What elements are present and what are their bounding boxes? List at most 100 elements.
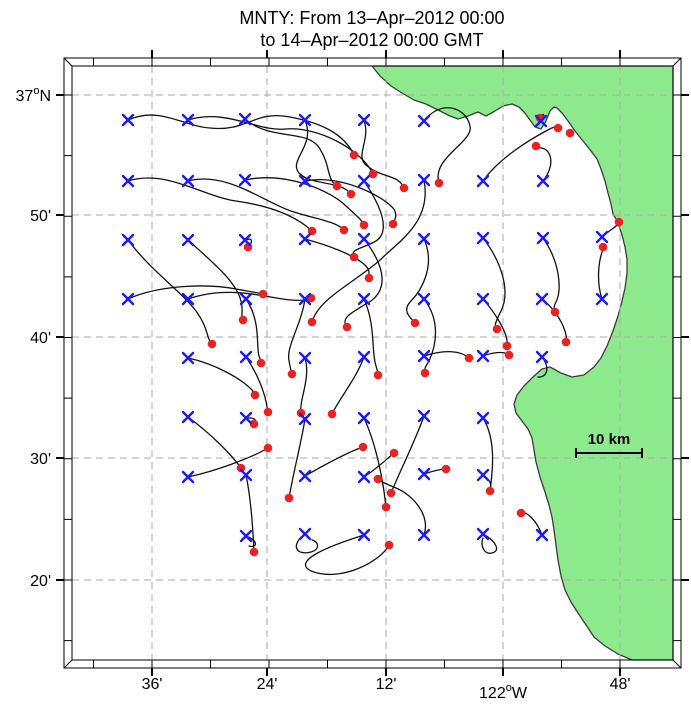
trajectory-path bbox=[187, 447, 269, 478]
drifter-end-marker bbox=[358, 442, 368, 452]
drifter-end-marker bbox=[346, 189, 356, 199]
trajectory-path bbox=[127, 239, 213, 345]
drifter-end-marker bbox=[256, 358, 266, 368]
drifter-end-marker bbox=[263, 407, 273, 417]
drifter-start-marker bbox=[357, 292, 371, 306]
drifter-start-marker bbox=[476, 527, 490, 541]
drifter-end-marker bbox=[284, 493, 294, 503]
y-tick-label-40': 40' bbox=[30, 330, 51, 347]
frame-corner-chamfer bbox=[672, 57, 682, 67]
drifter-end-marker bbox=[388, 219, 398, 229]
x-tick-label-24': 24' bbox=[257, 676, 278, 693]
trajectory-path bbox=[127, 177, 313, 232]
plot-title-line2: to 14–Apr–2012 00:00 GMT bbox=[260, 30, 483, 50]
drifter-end-marker bbox=[553, 123, 563, 133]
drifter-end-marker bbox=[339, 225, 349, 235]
drifter-start-marker bbox=[238, 233, 252, 247]
drifter-start-marker bbox=[181, 292, 195, 306]
drifter-start-marker bbox=[476, 411, 490, 425]
trajectory-path bbox=[304, 446, 364, 477]
drifter-start-marker bbox=[357, 113, 371, 127]
trajectory-path bbox=[390, 415, 425, 494]
land-layer bbox=[371, 65, 674, 661]
drifter-end-marker bbox=[287, 369, 297, 379]
drifter-start-marker bbox=[238, 112, 252, 126]
drifter-end-marker bbox=[249, 419, 259, 429]
scale-bar: 10 km bbox=[575, 431, 643, 458]
plot-title-line1: MNTY: From 13–Apr–2012 00:00 bbox=[239, 8, 504, 28]
drifter-start-marker bbox=[535, 528, 549, 542]
frame-corner-chamfer bbox=[63, 57, 73, 67]
drifter-start-marker bbox=[121, 174, 135, 188]
plot-frame-outer bbox=[63, 57, 682, 669]
drifter-start-marker bbox=[181, 410, 195, 424]
drifter-end-marker bbox=[434, 178, 444, 188]
drifter-start-marker bbox=[181, 174, 195, 188]
land-polygon bbox=[371, 65, 674, 661]
drifter-start-marker bbox=[121, 113, 135, 127]
y-tick-label-20': 20' bbox=[30, 573, 51, 590]
trajectory-path bbox=[361, 119, 405, 189]
trajectory-path bbox=[597, 246, 604, 300]
drifter-start-marker bbox=[417, 232, 431, 246]
drifter-start-marker bbox=[417, 528, 431, 542]
trajectory-path bbox=[288, 418, 306, 499]
trajectory-path bbox=[245, 356, 269, 413]
drifter-end-marker bbox=[207, 339, 217, 349]
trajectory-path bbox=[187, 115, 374, 175]
drifter-end-marker bbox=[485, 486, 495, 496]
drifter-start-marker bbox=[417, 114, 431, 128]
drifter-end-marker bbox=[565, 128, 575, 138]
drifter-start-marker bbox=[181, 233, 195, 247]
drifter-start-marker bbox=[298, 292, 312, 306]
drifter-start-marker bbox=[595, 292, 609, 306]
drifter-start-marker bbox=[535, 292, 549, 306]
drifter-end-marker bbox=[307, 317, 317, 327]
drifter-end-marker bbox=[238, 315, 248, 325]
trajectory-path bbox=[304, 179, 397, 225]
drifter-end-marker bbox=[249, 547, 259, 557]
trajectory-path bbox=[187, 416, 242, 469]
axis-labels-layer: 36' 24' 12' 122oW 48' 37oN 50' 40' 30' 20' bbox=[16, 85, 631, 702]
drifter-start-marker bbox=[357, 232, 371, 246]
x-tick-label-122W: 122oW bbox=[479, 682, 528, 702]
plot-frame-inner bbox=[71, 65, 674, 661]
drifter-start-marker bbox=[298, 469, 312, 483]
drifter-end-marker bbox=[368, 169, 378, 179]
trajectory-path bbox=[187, 357, 256, 396]
drifter-start-marker bbox=[181, 113, 195, 127]
drifter-end-marker bbox=[384, 540, 394, 550]
drifter-start-marker bbox=[239, 529, 253, 543]
trajectory-path bbox=[311, 179, 426, 323]
drifter-end-marker bbox=[420, 368, 430, 378]
drifter-end-marker bbox=[332, 181, 342, 191]
drifter-start-marker bbox=[357, 350, 371, 364]
drifter-end-marker bbox=[550, 307, 560, 317]
y-tick-label-50': 50' bbox=[30, 208, 51, 225]
drifter-end-marker bbox=[386, 488, 396, 498]
trajectory-path bbox=[127, 285, 264, 300]
markers-layer bbox=[121, 112, 624, 557]
drifter-start-marker bbox=[239, 350, 253, 364]
trajectory-path bbox=[304, 534, 390, 576]
trajectory-path bbox=[482, 126, 559, 182]
drifter-start-marker bbox=[239, 292, 253, 306]
drifter-end-marker bbox=[502, 341, 512, 351]
drifter-end-marker bbox=[373, 474, 383, 484]
trajectory-path bbox=[187, 178, 345, 231]
drifter-start-marker bbox=[298, 113, 312, 127]
drifter-start-marker bbox=[476, 292, 490, 306]
drifter-start-marker bbox=[239, 411, 253, 425]
drifter-start-marker bbox=[357, 470, 371, 484]
drifter-start-marker bbox=[535, 350, 549, 364]
trajectory-path bbox=[295, 533, 319, 554]
drifter-end-marker bbox=[492, 324, 502, 334]
drifter-end-marker bbox=[364, 273, 374, 283]
drifter-start-marker bbox=[298, 174, 312, 188]
drifter-start-marker bbox=[238, 173, 252, 187]
trajectory-path bbox=[344, 238, 383, 328]
drifter-end-marker bbox=[342, 322, 352, 332]
drifter-start-marker bbox=[417, 349, 431, 363]
trajectory-path bbox=[187, 239, 244, 321]
drifter-start-marker bbox=[298, 527, 312, 541]
